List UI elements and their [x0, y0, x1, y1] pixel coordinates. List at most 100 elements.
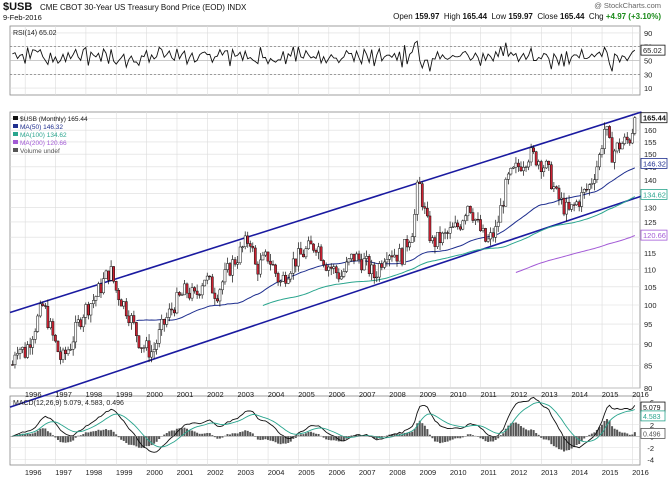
macd-hist-bar — [34, 432, 37, 437]
candle-body — [580, 192, 584, 207]
candle-body — [512, 166, 515, 169]
candle-body — [276, 273, 280, 283]
candle-body — [362, 258, 366, 271]
macd-hist-bar — [545, 436, 548, 440]
macd-hist-bar — [317, 433, 320, 437]
macd-hist-bar — [163, 434, 166, 437]
macd-hist-bar — [117, 436, 120, 438]
macd-hist-bar — [315, 433, 318, 437]
macd-hist-bar — [130, 436, 133, 445]
macd-hist-bar — [628, 434, 631, 437]
candle-body — [155, 343, 158, 350]
candle-body — [334, 266, 338, 274]
macd-hist-bar — [54, 436, 57, 438]
macd-hist-bar — [132, 436, 135, 446]
macd-hist-bar — [309, 431, 312, 437]
macd-hist-bar — [507, 425, 510, 437]
candle-body — [213, 292, 217, 299]
chart-header: $USB CME CBOT 30-Year US Treasury Bond P… — [0, 0, 669, 22]
candle-body — [173, 309, 176, 314]
candle-body — [630, 133, 634, 144]
candle-body — [294, 258, 298, 267]
ma200-line — [515, 235, 636, 273]
candle-body — [150, 351, 153, 358]
candle-body — [71, 341, 75, 350]
macd-hist-bar — [84, 432, 87, 437]
macd-hist-bar — [616, 429, 619, 437]
x-tick-label: 2006 — [328, 390, 345, 399]
signal-line — [12, 401, 635, 448]
macd-hist-bar — [375, 436, 378, 439]
candle-body — [403, 239, 406, 265]
candle-body — [471, 212, 475, 221]
candle-body — [357, 253, 361, 260]
candle-body — [517, 162, 520, 168]
candle-body — [524, 166, 528, 169]
y-tick-label: 95 — [644, 320, 652, 329]
candle-body — [582, 189, 586, 193]
ma100-line — [262, 196, 636, 307]
macd-hist-bar — [570, 436, 573, 449]
macd-hist-bar — [284, 436, 287, 444]
candle-body — [11, 364, 14, 366]
x-tick-label: 2006 — [328, 468, 345, 477]
candle-body — [466, 205, 470, 217]
macd-hist-bar — [312, 432, 315, 437]
symbol-label: $USB — [3, 1, 33, 13]
macd-hist-bar — [459, 436, 462, 439]
macd-hist-bar — [127, 436, 130, 445]
macd-hist-bar — [282, 436, 285, 444]
candle-body — [613, 150, 616, 163]
x-tick-label: 2000 — [146, 468, 163, 477]
candle-body — [428, 215, 432, 242]
macd-hist-bar — [41, 428, 44, 437]
candle-body — [46, 306, 50, 328]
rsi-legend: RSI(14) 65.02 — [13, 30, 57, 37]
candle-body — [314, 250, 318, 253]
macd-hist-bar — [203, 433, 206, 437]
macd-hist-bar — [555, 436, 558, 448]
macd-hist-bar — [74, 436, 77, 438]
watermark: @ StockCharts.com — [594, 1, 661, 10]
candle-body — [426, 207, 429, 217]
candle-body — [486, 238, 490, 242]
macd-hist-bar — [621, 432, 624, 437]
candle-body — [13, 354, 17, 366]
macd-hist-bar — [322, 436, 325, 438]
candle-body — [238, 246, 242, 264]
candle-body — [236, 262, 239, 265]
x-tick-label: 1997 — [55, 468, 72, 477]
candle-body — [223, 269, 227, 283]
macd-hist-bar — [580, 436, 583, 442]
candle-body — [337, 272, 341, 280]
instrument-name: CME CBOT 30-Year US Treasury Bond Price … — [40, 3, 247, 12]
x-tick-label: 2001 — [177, 468, 194, 477]
macd-hist-bar — [557, 436, 560, 450]
candle-body — [443, 232, 447, 234]
candle-body — [94, 296, 98, 301]
candle-body — [279, 281, 282, 283]
macd-hist-bar — [613, 428, 616, 437]
candle-body — [198, 294, 202, 296]
macd-hist-bar — [550, 436, 553, 445]
macd-hist-bar — [466, 434, 469, 437]
legend-swatch — [13, 124, 18, 128]
macd-hist-bar — [525, 429, 528, 437]
candle-body — [289, 272, 293, 280]
macd-hist-bar — [221, 436, 224, 438]
candle-body — [504, 179, 508, 207]
candle-body — [327, 266, 331, 271]
macd-hist-bar — [421, 423, 424, 437]
macd-hist-bar — [79, 435, 82, 437]
rsi-tag — [640, 44, 666, 56]
macd-tick-label: -4 — [647, 455, 654, 464]
candle-body — [496, 221, 500, 227]
macd-hist-bar — [522, 427, 525, 437]
candle-body — [92, 300, 95, 304]
candle-body — [625, 136, 629, 141]
candle-body — [544, 160, 548, 169]
macd-hist-bar — [24, 434, 27, 437]
candle-body — [499, 205, 503, 223]
macd-hist-bar — [211, 435, 214, 437]
x-tick-label: 2015 — [602, 468, 619, 477]
